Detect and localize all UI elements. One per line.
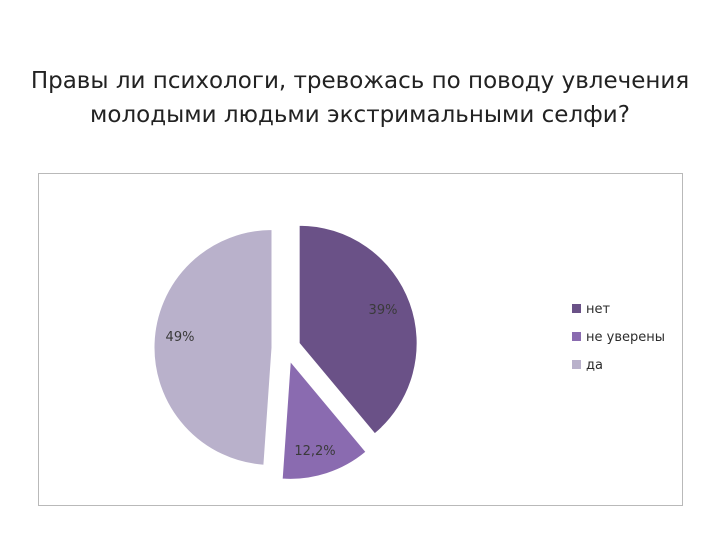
legend-swatch (572, 332, 581, 341)
pie-slice-2 (281, 360, 367, 480)
title-line-2: молодыми людьми экстримальными селфи? (90, 102, 630, 128)
legend-label: не уверены (586, 330, 665, 345)
legend-swatch (572, 360, 581, 369)
slide-title: Правы ли психологи, тревожась по поводу … (20, 64, 700, 132)
legend-label: нет (586, 302, 610, 317)
title-line-1: Правы ли психологи, тревожась по поводу … (30, 68, 690, 94)
pie-slice-3 (153, 229, 273, 466)
pie-slice-1 (298, 224, 418, 435)
legend-swatch (572, 304, 581, 313)
legend-label: да (586, 358, 603, 373)
slice-data-label: 39% (369, 303, 398, 318)
slice-data-label: 49% (166, 330, 195, 345)
slice-data-label: 12,2% (294, 444, 335, 459)
